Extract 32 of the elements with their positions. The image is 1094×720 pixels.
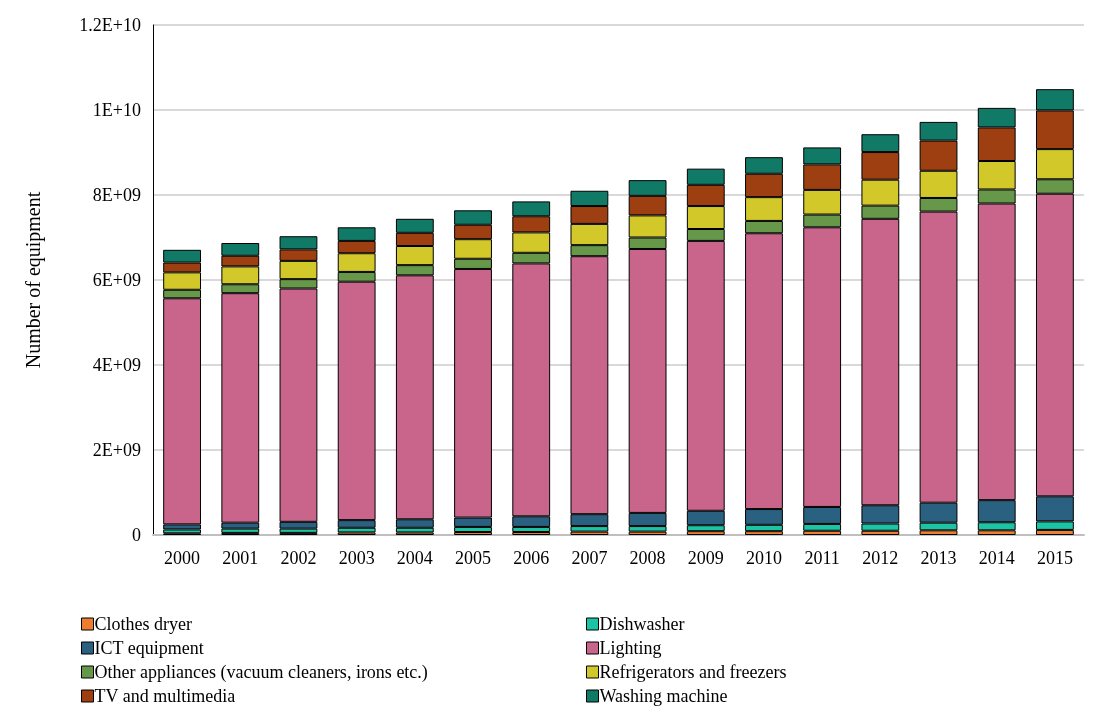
legend-label: TV and multimedia bbox=[94, 686, 236, 706]
x-tick-label: 2002 bbox=[280, 548, 317, 568]
x-tick-label: 2000 bbox=[164, 548, 201, 568]
x-tick-label: 2010 bbox=[745, 548, 782, 568]
y-tick-label: 0 bbox=[132, 525, 141, 545]
legend-label: Dishwasher bbox=[599, 614, 685, 634]
x-tick-label: 2005 bbox=[455, 548, 492, 568]
x-tick-label: 2004 bbox=[396, 548, 433, 568]
legend-label: Clothes dryer bbox=[94, 614, 192, 634]
x-tick-label: 2001 bbox=[222, 548, 259, 568]
x-tick-label: 2006 bbox=[513, 548, 550, 568]
x-tick-label: 2013 bbox=[920, 548, 957, 568]
y-tick-label: 6E+09 bbox=[92, 270, 141, 290]
y-tick-label: 8E+09 bbox=[92, 185, 141, 205]
legend-label: Lighting bbox=[599, 638, 662, 658]
x-tick-label: 2015 bbox=[1036, 548, 1073, 568]
y-tick-label: 1E+10 bbox=[92, 100, 141, 120]
x-tick-label: 2014 bbox=[978, 548, 1015, 568]
y-axis-title: Number of equipment bbox=[22, 191, 45, 369]
legend-label: Washing machine bbox=[599, 686, 728, 706]
x-tick-label: 2007 bbox=[571, 548, 608, 568]
legend-label: ICT equipment bbox=[94, 638, 204, 658]
y-tick-label: 1.2E+10 bbox=[79, 15, 141, 35]
y-tick-label: 4E+09 bbox=[92, 355, 141, 375]
x-tick-label: 2009 bbox=[687, 548, 724, 568]
x-tick-label: 2003 bbox=[338, 548, 375, 568]
y-tick-label: 2E+09 bbox=[92, 440, 141, 460]
x-tick-label: 2011 bbox=[804, 548, 840, 568]
legend-label: Refrigerators and freezers bbox=[599, 662, 787, 682]
x-tick-label: 2008 bbox=[629, 548, 666, 568]
x-tick-label: 2012 bbox=[862, 548, 899, 568]
legend-label: Other appliances (vacuum cleaners, irons etc.) bbox=[94, 662, 428, 683]
